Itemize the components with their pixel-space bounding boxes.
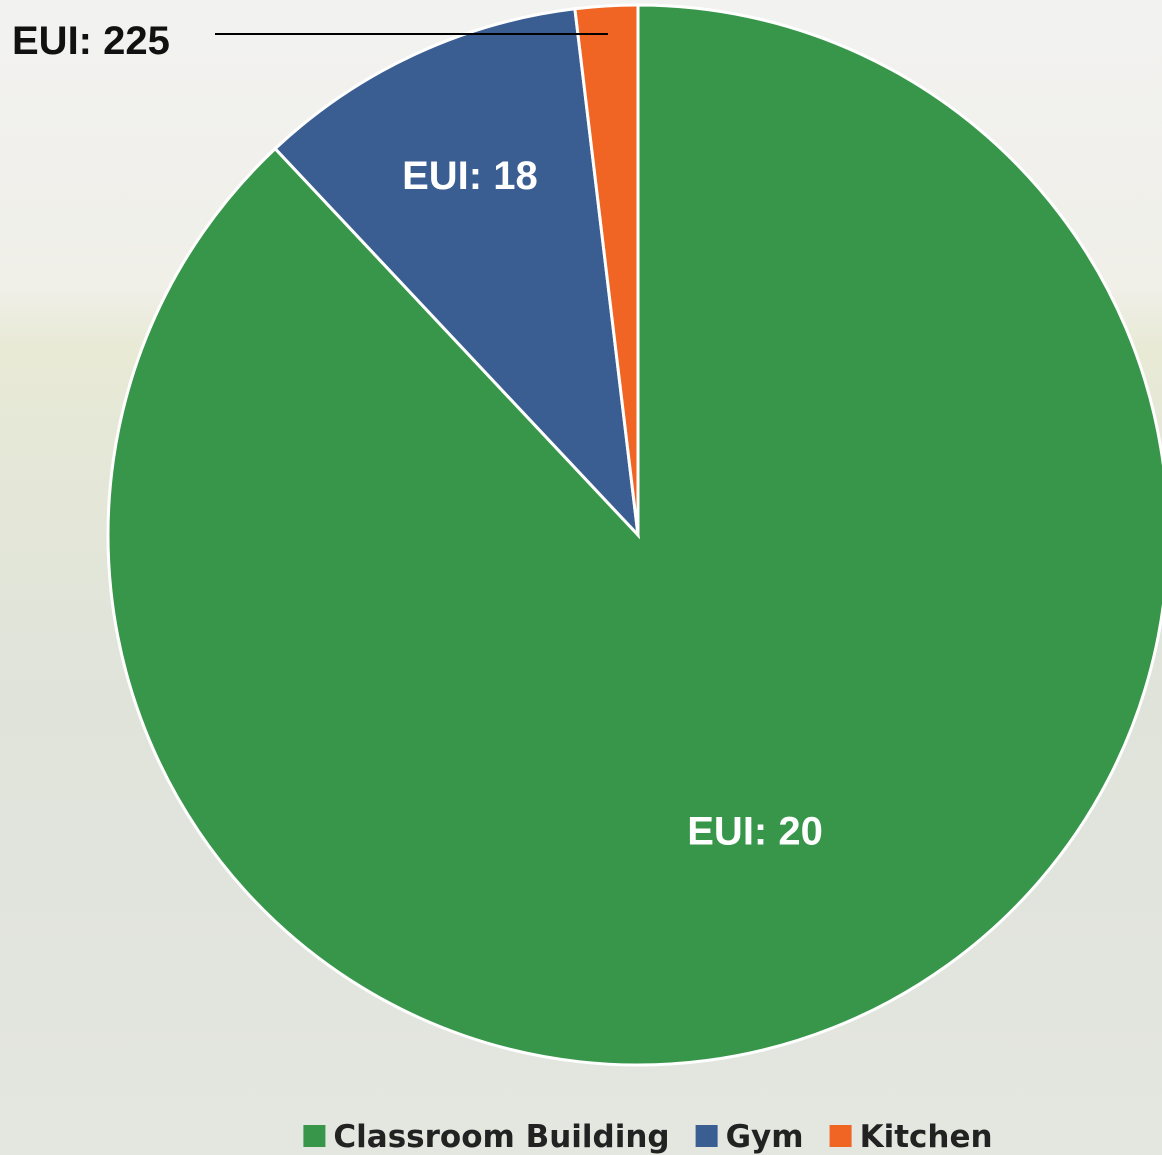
chart: EUI: 20 EUI: 18 EUI: 225 Classroom Buildin… — [0, 0, 1162, 1155]
legend-label: Kitchen — [860, 1119, 993, 1155]
legend-label: Gym — [726, 1119, 804, 1155]
legend-swatch — [830, 1125, 852, 1147]
data-label: EUI: 18 — [402, 154, 538, 198]
page: EUI: 20 EUI: 18 EUI: 225 Classroom Buildin… — [0, 0, 1162, 1155]
legend-swatch — [303, 1125, 325, 1147]
legend-label: Classroom Building — [333, 1119, 669, 1155]
data-label: EUI: 225 — [12, 19, 170, 63]
legend-swatch — [696, 1125, 718, 1147]
data-label: EUI: 20 — [687, 810, 823, 854]
legend-item: Classroom Building — [303, 1119, 669, 1155]
